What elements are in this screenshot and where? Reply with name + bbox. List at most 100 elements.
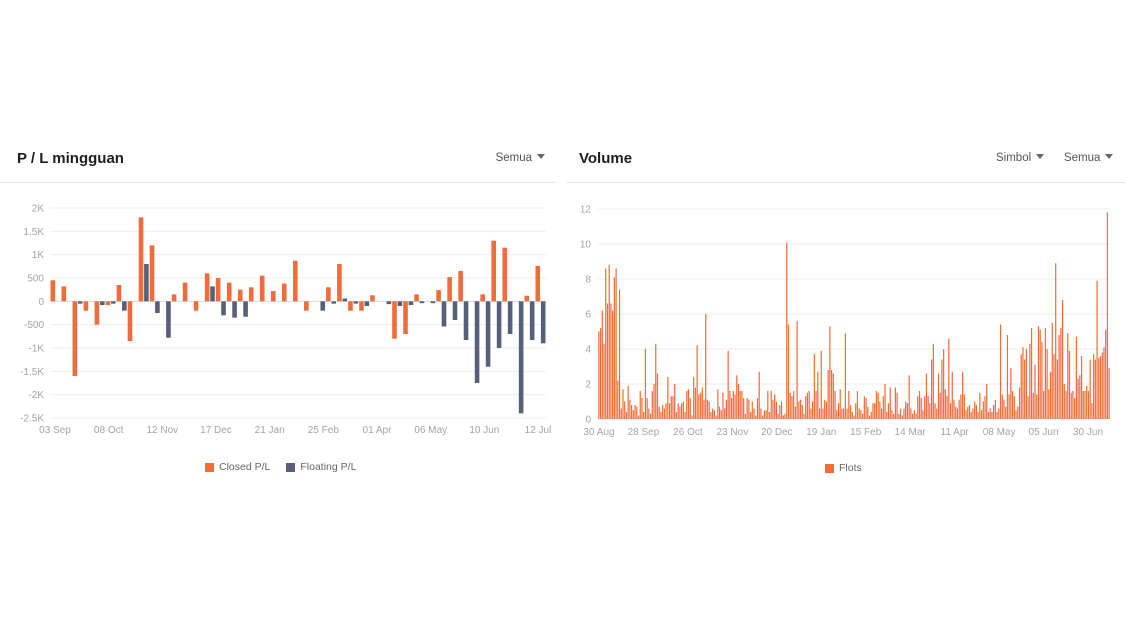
closed-swatch-icon <box>205 462 214 472</box>
closed-pl-bar <box>61 286 67 302</box>
lots-bar <box>822 408 824 419</box>
x-tick-label: 26 Oct <box>673 427 703 438</box>
lots-bar <box>998 408 1000 419</box>
lots-bar <box>684 412 686 419</box>
lots-bar <box>748 399 750 419</box>
lots-bar <box>762 415 764 419</box>
lots-bar <box>798 401 800 419</box>
lots-bar <box>732 391 734 419</box>
closed-pl-bar <box>436 290 441 302</box>
volume-panel-header: Volume Simbol Semua <box>566 140 1125 183</box>
lots-bar <box>734 394 736 419</box>
lots-bar <box>743 398 745 419</box>
legend-item-closed[interactable]: Closed P/L <box>205 461 270 473</box>
lots-bar <box>1093 354 1095 419</box>
lots-bar <box>1010 368 1012 419</box>
pl-panel-title: P / L mingguan <box>17 150 124 167</box>
lots-bar <box>634 405 636 419</box>
lots-bar <box>943 349 945 419</box>
x-tick-label: 30 Jun <box>1073 427 1103 438</box>
closed-pl-bar <box>535 265 541 302</box>
lots-bar <box>687 389 690 419</box>
lots-bar <box>1022 347 1024 419</box>
lots-bar <box>686 391 688 419</box>
lots-bar <box>663 408 665 419</box>
lots-bar <box>722 392 724 419</box>
floating-pl-bar <box>155 301 160 313</box>
closed-pl-bar <box>447 277 452 302</box>
floating-pl-bar <box>122 301 127 311</box>
floating-pl-bar <box>144 264 149 302</box>
floating-pl-bar <box>529 301 535 341</box>
floating-pl-bar <box>77 301 83 304</box>
caret-down-icon <box>1036 154 1045 160</box>
closed-pl-bar <box>50 280 56 302</box>
lots-bar <box>1012 391 1014 419</box>
lots-bar <box>656 373 659 419</box>
y-tick-label: 2K <box>32 204 45 215</box>
closed-pl-bar <box>72 301 78 376</box>
lots-bar <box>996 412 998 419</box>
floating-pl-bar <box>419 301 425 304</box>
lots-bar <box>901 415 903 419</box>
lots-bar <box>1025 349 1027 419</box>
closed-pl-bar <box>524 295 530 302</box>
lots-bar <box>1072 391 1074 419</box>
lots-bar <box>753 408 755 419</box>
lots-bar <box>1060 328 1062 419</box>
floating-pl-bar <box>441 301 447 327</box>
lots-bar <box>925 373 928 419</box>
floating-pl-bar <box>210 286 215 302</box>
lots-bar <box>803 413 805 419</box>
lots-bar <box>1013 396 1015 419</box>
lots-bar <box>1017 406 1019 419</box>
lots-bar <box>694 387 697 419</box>
lots-bar <box>858 408 860 419</box>
lots-bar <box>920 398 922 419</box>
lots-bar <box>627 385 629 419</box>
lots-bar <box>812 401 814 419</box>
lots-bar <box>1006 335 1009 419</box>
lots-bar <box>1020 354 1022 419</box>
floating-pl-bar <box>463 301 469 341</box>
y-tick-label: 4 <box>585 345 591 356</box>
closed-pl-bar <box>337 264 342 302</box>
lots-bar <box>751 401 753 419</box>
y-tick-label: 0 <box>38 297 44 308</box>
pl-panel: P / L mingguan Semua 2K 1.5K 1K 500 0 -500 -1K… <box>0 140 557 480</box>
lots-bar <box>682 401 684 419</box>
y-tick-label: 1.5K <box>23 227 44 238</box>
lots-bar <box>727 350 729 419</box>
volume-filter-dropdown[interactable]: Semua <box>1064 152 1114 164</box>
lots-bar <box>668 403 671 419</box>
pl-filter-dropdown[interactable]: Semua <box>496 152 545 164</box>
lots-bar <box>934 403 936 419</box>
legend-item-floating[interactable]: Floating P/L <box>286 461 356 473</box>
lots-bar <box>637 415 640 419</box>
floating-pl-bar <box>166 301 171 338</box>
lots-bar <box>765 410 767 419</box>
lots-bar <box>787 324 790 419</box>
lots-bar <box>675 412 678 419</box>
lots-bar <box>1051 322 1053 419</box>
legend-label-closed: Closed P/L <box>219 461 271 473</box>
symbol-filter-dropdown[interactable]: Simbol <box>996 152 1045 164</box>
y-tick-label: 1K <box>32 250 45 261</box>
lots-bar <box>839 389 841 419</box>
lots-bar <box>830 370 833 419</box>
lots-bar <box>905 401 907 419</box>
legend-item-lots[interactable]: Flots <box>825 462 862 474</box>
closed-pl-bar <box>370 295 375 302</box>
floating-pl-bar <box>221 301 226 316</box>
lots-bar <box>636 406 638 419</box>
closed-pl-bar <box>215 278 221 302</box>
closed-pl-bar <box>293 260 298 302</box>
floating-pl-bar <box>496 301 502 348</box>
lots-bar <box>1101 352 1103 419</box>
lots-bar <box>708 401 710 419</box>
lots-bar <box>817 371 819 419</box>
lots-bar <box>874 403 876 419</box>
lots-bar <box>832 373 834 419</box>
lots-bar <box>967 406 969 419</box>
lots-bar <box>662 405 664 419</box>
